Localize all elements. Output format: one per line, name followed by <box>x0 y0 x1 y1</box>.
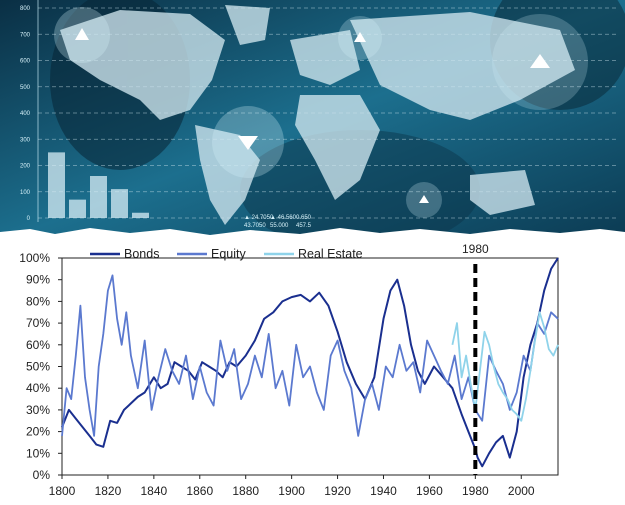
x-tick-label: 1860 <box>186 484 213 498</box>
banner-bar <box>69 199 86 218</box>
x-tick-label: 1800 <box>49 484 76 498</box>
x-tick-label: 1960 <box>416 484 443 498</box>
plot-area-frame <box>61 257 559 476</box>
banner-tick-label: 600 <box>20 59 31 65</box>
annotation-label: 1980 <box>462 242 489 256</box>
banner-bar-chart <box>48 152 149 218</box>
triangle-up-icon <box>75 28 89 40</box>
map-greenland <box>225 5 270 45</box>
legend-label: Equity <box>211 247 246 261</box>
x-tick-label: 1900 <box>278 484 305 498</box>
torn-edge <box>0 228 625 242</box>
x-tick-label: 1920 <box>324 484 351 498</box>
x-tick-label: 1840 <box>141 484 168 498</box>
map-europe <box>290 30 360 85</box>
ticker-value: ▲ 24.7050 <box>244 215 274 221</box>
legend-label: Bonds <box>124 247 159 261</box>
banner-axis-labels: 0 100 200 300 400 500 600 700 800 <box>20 6 31 222</box>
ticker-value: 43.7050 <box>244 223 266 229</box>
ticker-value: ▲ 46.560 <box>270 215 297 221</box>
legend-label: Real Estate <box>298 247 363 261</box>
y-tick-label: 40% <box>26 381 50 395</box>
y-tick-label: 20% <box>26 425 50 439</box>
y-tick-label: 50% <box>26 360 50 374</box>
indicator-circles <box>54 7 588 218</box>
banner-bar <box>90 176 107 218</box>
y-tick-label: 80% <box>26 294 50 308</box>
y-tick-label: 70% <box>26 316 50 330</box>
x-tick-label: 1980 <box>462 484 489 498</box>
banner-bar <box>132 212 149 218</box>
chart-legend: Bonds Equity Real Estate <box>90 247 363 261</box>
banner-tick-label: 0 <box>27 216 31 222</box>
y-tick-label: 100% <box>19 251 50 265</box>
series-line-real-estate <box>451 311 559 422</box>
triangle-up-icon <box>354 32 366 42</box>
header-banner-image: 0 100 200 300 400 500 600 700 800 ▲ 24.7050 ▲ 46.… <box>0 0 625 242</box>
x-tick-label: 1820 <box>95 484 122 498</box>
y-axis-tick-labels: 0% 10% 20% 30% 40% 50% 60% 70% 80% 90% 100% <box>19 251 62 482</box>
banner-ticker-readout: ▲ 24.7050▲ 46.560 0.650 43.7050 55.000 457.5 <box>244 215 312 229</box>
ticker-value: 457.5 <box>296 223 312 229</box>
line-chart-svg: 0%10%20%30%40%50%60%70%80%90%100% 1800 18… <box>19 242 559 498</box>
ticker-value: 55.000 <box>270 223 289 229</box>
triangle-up-icon <box>530 54 550 68</box>
x-axis-tick-labels: 1800 1820 1840 1860 1880 1900 1920 1940 1960 1980… <box>49 475 535 498</box>
banner-tick-label: 500 <box>20 85 31 91</box>
banner-tick-label: 400 <box>20 111 31 117</box>
desk-silhouette <box>240 130 480 242</box>
y-tick-label: 60% <box>26 338 50 352</box>
x-tick-label: 2000 <box>508 484 535 498</box>
banner-tick-label: 100 <box>20 190 31 196</box>
y-tick-label: 10% <box>26 446 50 460</box>
x-tick-label: 1880 <box>232 484 259 498</box>
series-lines <box>61 257 559 468</box>
y-tick-label: 0% <box>33 468 51 482</box>
annotation-1980: 1980 <box>462 242 489 475</box>
x-tick-label: 1940 <box>370 484 397 498</box>
y-tick-label: 90% <box>26 273 50 287</box>
banner-bar <box>111 189 128 218</box>
ticker-value: 0.650 <box>296 215 312 221</box>
banner-tick-label: 300 <box>20 137 31 143</box>
world-map <box>60 5 575 225</box>
map-africa <box>295 95 380 200</box>
series-line-equity <box>61 274 559 437</box>
banner-tick-label: 200 <box>20 164 31 170</box>
map-south-america <box>195 125 260 225</box>
y-tick-label: 30% <box>26 403 50 417</box>
triangle-up-icon <box>419 195 429 203</box>
map-north-america <box>60 10 225 120</box>
map-australia <box>470 170 535 215</box>
banner-tick-label: 800 <box>20 6 31 12</box>
banner-tick-label: 700 <box>20 32 31 38</box>
banner-bar <box>48 152 65 218</box>
map-asia <box>350 12 575 120</box>
banner-graphic: 0 100 200 300 400 500 600 700 800 ▲ 24.7050▲ 46.… <box>0 0 625 242</box>
triangle-down-icon <box>238 136 258 150</box>
line-chart: 0% 10% 20% 30% 40% 50% 60% 70% 80% 90% 100% 1800 18… <box>0 236 625 505</box>
series-line-bonds <box>61 257 559 468</box>
